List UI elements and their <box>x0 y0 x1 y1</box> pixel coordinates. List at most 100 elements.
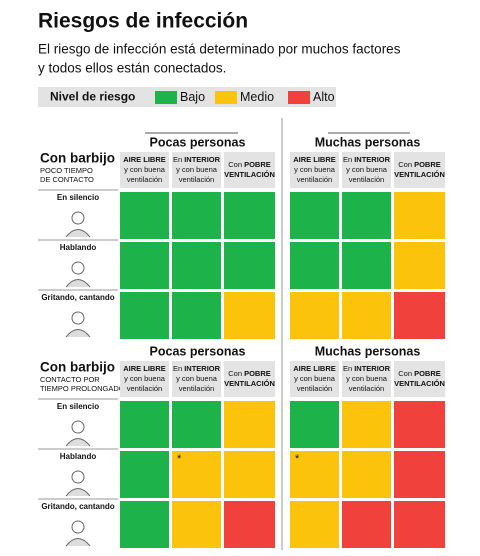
group-label: Pocas personas <box>150 135 246 149</box>
column-header-run: VENTILACIÓN <box>394 379 445 388</box>
column-header-background <box>172 152 221 188</box>
risk-cell <box>342 401 391 448</box>
column-header: Con POBRE <box>398 160 441 169</box>
column-header: y con buena <box>176 165 218 174</box>
group-label: Pocas personas <box>150 344 246 358</box>
risk-cell <box>172 192 221 239</box>
column-header: En INTERIOR <box>343 364 391 373</box>
column-header: AIRE LIBRE <box>123 155 166 164</box>
column-header-run: En <box>343 155 354 164</box>
risk-cell <box>394 292 445 339</box>
column-header: AIRE LIBRE <box>293 364 336 373</box>
column-header-background <box>224 152 275 188</box>
column-header-background <box>224 361 275 397</box>
column-header: Con POBRE <box>228 369 271 378</box>
person-icon <box>65 438 91 447</box>
column-header-run: ventilación <box>179 175 214 184</box>
risk-cell <box>224 401 275 448</box>
column-header-background <box>120 152 169 188</box>
person-icon <box>71 261 85 275</box>
column-header-run: y con buena <box>346 165 388 174</box>
row-label: En silencio <box>57 402 99 411</box>
risk-cell <box>224 501 275 548</box>
risk-cell <box>342 192 391 239</box>
risk-cell <box>342 501 391 548</box>
column-header: ventilación <box>179 384 214 393</box>
cell-note: * <box>295 453 300 465</box>
section-title: Con barbijo <box>40 360 115 375</box>
column-header: y con buena <box>294 165 336 174</box>
person-icon <box>65 488 91 497</box>
column-header-background <box>394 152 445 188</box>
risk-cell <box>290 451 339 498</box>
legend-swatch <box>155 91 177 104</box>
column-header: y con buena <box>346 374 388 383</box>
column-header-background <box>342 361 391 397</box>
column-header-run: POBRE <box>244 369 271 378</box>
column-header-run: En <box>343 364 354 373</box>
section-subtitle: CONTACTO POR <box>40 375 100 384</box>
risk-cell <box>120 242 169 289</box>
column-header-run: y con buena <box>294 374 336 383</box>
column-header: ventilación <box>179 175 214 184</box>
column-header: En INTERIOR <box>343 155 391 164</box>
person-icon <box>71 470 85 484</box>
person-icon <box>71 420 85 434</box>
column-header-run: INTERIOR <box>184 364 220 373</box>
column-header: En INTERIOR <box>173 155 221 164</box>
column-header: ventilación <box>349 384 384 393</box>
row-label: Gritando, cantando <box>41 502 114 511</box>
risk-cell <box>290 192 339 239</box>
column-header: ventilación <box>127 175 162 184</box>
risk-cell <box>342 242 391 289</box>
column-header-background <box>342 152 391 188</box>
column-header-run: ventilación <box>349 175 384 184</box>
column-header-background <box>394 361 445 397</box>
column-header: Con POBRE <box>228 160 271 169</box>
risk-cell <box>224 192 275 239</box>
column-header-run: AIRE LIBRE <box>293 364 336 373</box>
subtitle: y todos ellos están conectados. <box>38 61 226 76</box>
risk-cell <box>120 292 169 339</box>
column-header: AIRE LIBRE <box>123 364 166 373</box>
subtitle: El riesgo de infección está determinado … <box>38 42 401 57</box>
risk-cell <box>290 401 339 448</box>
column-header-run: Con <box>398 369 414 378</box>
group-label: Muchas personas <box>315 135 421 149</box>
person-icon <box>65 538 91 547</box>
risk-cell <box>290 501 339 548</box>
column-header: y con buena <box>346 165 388 174</box>
legend-swatch <box>288 91 310 104</box>
risk-cell <box>224 451 275 498</box>
column-header: VENTILACIÓN <box>224 170 275 179</box>
column-header-run: Con <box>228 160 244 169</box>
risk-cell <box>120 401 169 448</box>
column-header-run: ventilación <box>349 384 384 393</box>
legend-label: Alto <box>313 90 335 104</box>
group-label: Muchas personas <box>315 344 421 358</box>
row-label: En silencio <box>57 193 99 202</box>
section-subtitle: TIEMPO PROLONGADO <box>40 384 125 393</box>
risk-cell <box>120 192 169 239</box>
column-header-background <box>290 361 339 397</box>
risk-cell <box>120 451 169 498</box>
risk-cell <box>394 192 445 239</box>
column-header: AIRE LIBRE <box>293 155 336 164</box>
column-header-run: POBRE <box>414 369 441 378</box>
column-header-run: ventilación <box>127 384 162 393</box>
column-header: Con POBRE <box>398 369 441 378</box>
column-header-run: y con buena <box>124 165 166 174</box>
column-header: ventilación <box>349 175 384 184</box>
risk-cell <box>342 451 391 498</box>
risk-cell <box>172 451 221 498</box>
column-header-background <box>120 361 169 397</box>
column-header: VENTILACIÓN <box>224 379 275 388</box>
column-header: ventilación <box>297 175 332 184</box>
column-header: VENTILACIÓN <box>394 170 445 179</box>
risk-cell <box>172 501 221 548</box>
risk-cell <box>394 501 445 548</box>
risk-cell <box>172 292 221 339</box>
risk-cell <box>290 292 339 339</box>
legend-swatch <box>215 91 237 104</box>
